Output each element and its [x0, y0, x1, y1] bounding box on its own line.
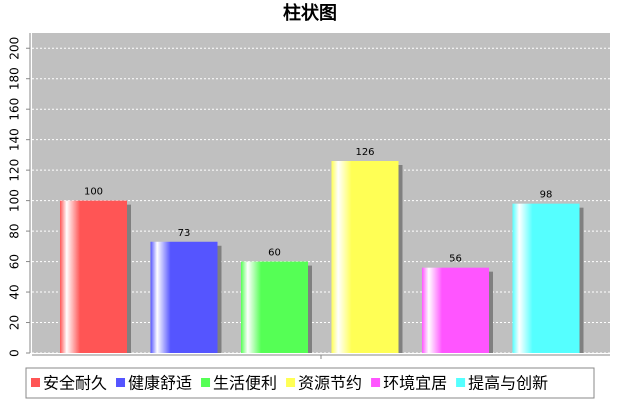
bar — [512, 203, 580, 353]
data-label: 98 — [540, 190, 553, 201]
y-tick-label: 160 — [8, 98, 22, 121]
data-label: 100 — [84, 187, 103, 198]
y-tick-label: 120 — [8, 159, 22, 182]
legend-swatch — [456, 378, 466, 387]
bar — [241, 261, 308, 353]
legend-label: 提高与创新 — [468, 374, 548, 393]
y-tick-label: 200 — [8, 37, 22, 60]
legend-label: 资源节约 — [298, 374, 362, 393]
y-tick-label: 20 — [8, 315, 22, 330]
y-tick-label: 100 — [8, 189, 22, 212]
y-tick-label: 180 — [8, 67, 22, 90]
chart-title: 柱状图 — [283, 2, 337, 24]
legend-label: 安全耐久 — [43, 374, 107, 393]
legend-swatch — [201, 378, 211, 387]
legend-label: 环境宜居 — [383, 374, 447, 393]
y-tick-label: 40 — [8, 284, 22, 299]
y-tick-label: 60 — [8, 254, 22, 269]
y-tick-label: 80 — [8, 223, 22, 238]
legend-label: 健康舒适 — [128, 374, 192, 393]
legend-label: 生活便利 — [213, 374, 277, 393]
legend-swatch — [286, 378, 296, 387]
bar — [60, 200, 127, 353]
legend-swatch — [31, 378, 40, 387]
data-label: 73 — [178, 228, 191, 239]
bar — [150, 241, 218, 353]
data-label: 56 — [449, 254, 462, 265]
legend-swatch — [371, 378, 381, 387]
bar — [331, 161, 399, 353]
data-label: 126 — [355, 147, 374, 158]
bar — [422, 267, 489, 353]
legend-swatch — [116, 378, 126, 387]
y-tick-label: 140 — [8, 128, 22, 151]
y-tick-label: 0 — [8, 349, 22, 357]
data-label: 60 — [268, 248, 281, 259]
